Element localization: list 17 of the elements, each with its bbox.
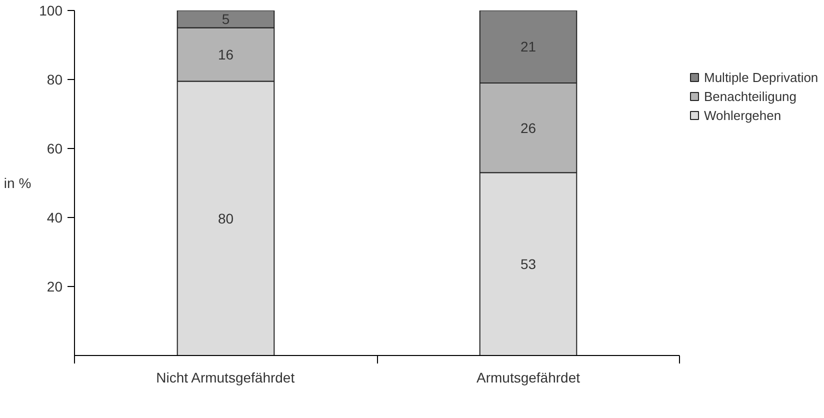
data-label: 16	[218, 46, 234, 62]
y-tick-label: 100	[39, 2, 63, 18]
legend-label: Benachteiligung	[704, 88, 797, 104]
data-label: 5	[222, 11, 230, 28]
data-label: 53	[520, 256, 536, 272]
x-tick-label: Armutsgefährdet	[476, 370, 580, 386]
legend-label: Wohlergehen	[704, 108, 782, 122]
y-axis-title: in %	[4, 175, 32, 191]
x-tick-label: Nicht Armutsgefährdet	[156, 370, 295, 386]
data-label: 21	[520, 38, 536, 55]
y-tick-label: 20	[46, 278, 63, 294]
legend-label: Multiple Deprivation	[704, 70, 818, 84]
y-tick-label: 40	[46, 210, 63, 226]
y-tick-label: 60	[46, 140, 63, 156]
data-label: 26	[520, 120, 536, 136]
data-label: 80	[218, 210, 234, 226]
y-tick-label: 80	[46, 72, 63, 88]
